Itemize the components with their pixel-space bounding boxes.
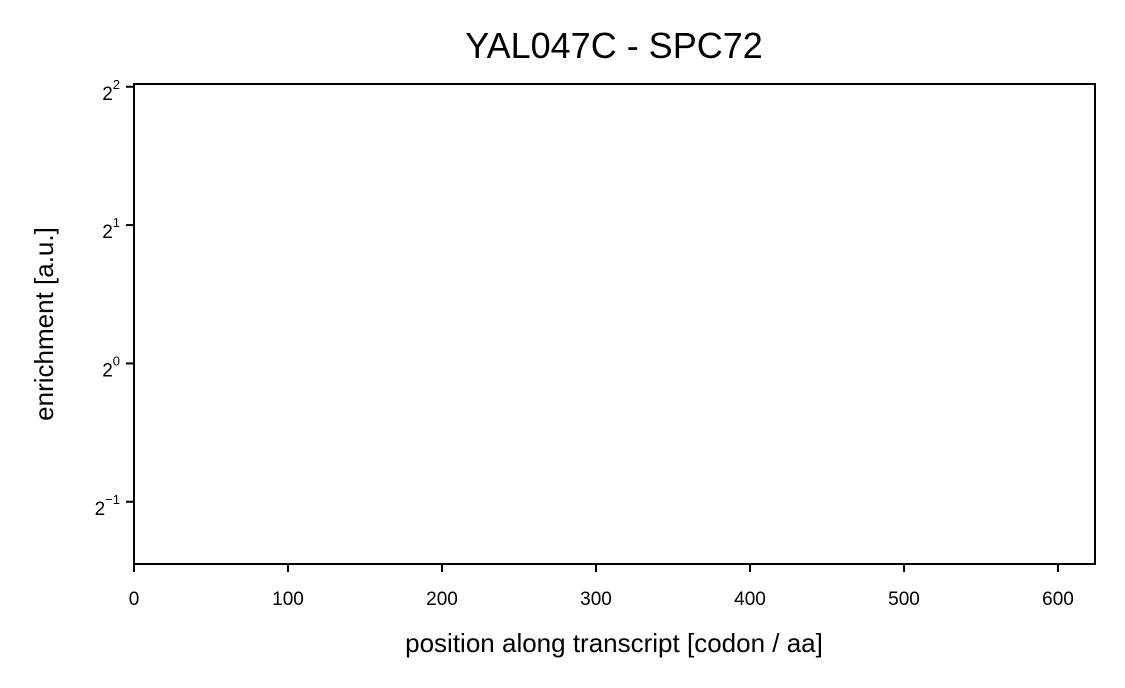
y-tick-base: 2 bbox=[102, 84, 113, 105]
x-tick-label: 200 bbox=[426, 589, 458, 610]
y-tick-base: 2 bbox=[102, 360, 113, 381]
x-tick-label: 400 bbox=[734, 589, 766, 610]
x-tick-label: 600 bbox=[1042, 589, 1074, 610]
y-tick-exponent: 1 bbox=[113, 215, 120, 230]
x-tick-label: 500 bbox=[888, 589, 920, 610]
x-axis: 0 100 200 300 400 500 600 bbox=[129, 564, 1074, 610]
y-tick-label: 2−1 bbox=[95, 492, 120, 520]
y-tick-base: 2 bbox=[95, 499, 106, 520]
y-tick-label: 21 bbox=[102, 215, 120, 243]
plot-frame bbox=[133, 83, 1096, 565]
chart-title: YAL047C - SPC72 bbox=[465, 25, 763, 66]
y-axis-label: enrichment [a.u.] bbox=[29, 227, 59, 421]
y-tick-exponent: 2 bbox=[113, 77, 120, 92]
y-tick-label: 20 bbox=[102, 353, 120, 381]
x-axis-label: position along transcript [codon / aa] bbox=[405, 628, 823, 658]
x-tick-label: 0 bbox=[129, 589, 140, 610]
y-tick-exponent: −1 bbox=[105, 492, 120, 507]
x-tick-label: 300 bbox=[580, 589, 612, 610]
y-tick-base: 2 bbox=[102, 222, 113, 243]
y-tick-exponent: 0 bbox=[113, 353, 120, 368]
y-tick-label: 22 bbox=[102, 77, 120, 105]
x-tick-label: 100 bbox=[272, 589, 304, 610]
